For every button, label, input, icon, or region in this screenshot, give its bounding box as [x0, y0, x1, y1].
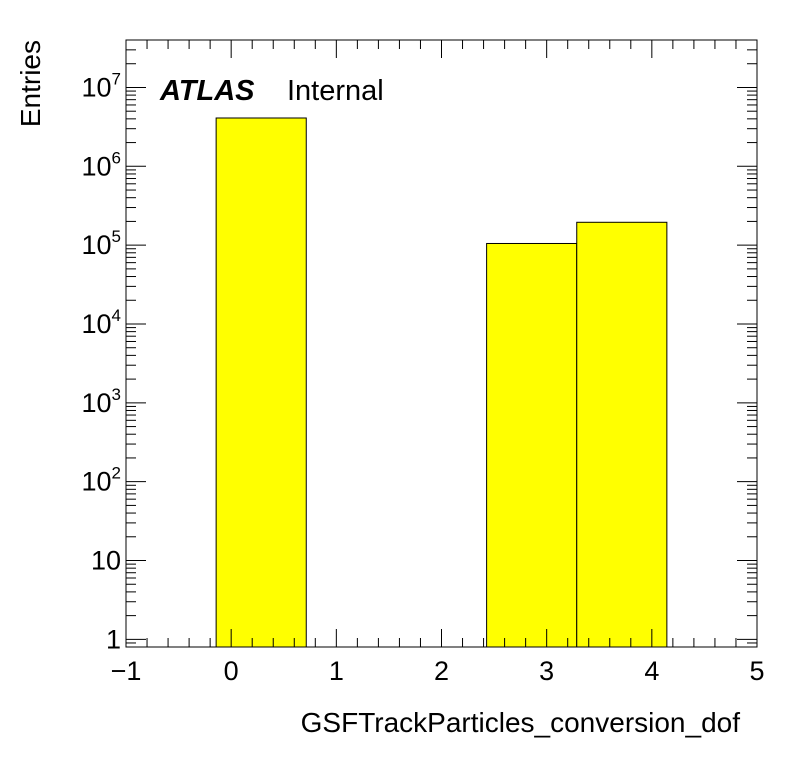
bars-layer [215, 117, 668, 648]
y-tick-label: 1 [106, 624, 121, 654]
histogram-bar [576, 221, 668, 648]
atlas-label: ATLAS [159, 75, 255, 107]
tick-labels-layer: −1 0 1 2 3 4 5 1 10 102 103 104 105 106 107 [81, 69, 764, 686]
x-tick-label: 0 [224, 656, 239, 686]
y-tick-label: 107 [81, 69, 121, 102]
y-tick-label: 10 [91, 546, 121, 576]
y-tick-label: 106 [81, 148, 121, 181]
internal-label: Internal [287, 75, 384, 107]
y-tick-label: 105 [81, 227, 121, 260]
x-tick-label: 4 [644, 656, 659, 686]
y-tick-label: 102 [81, 464, 121, 497]
x-tick-label: 5 [749, 656, 764, 686]
y-tick-label: 104 [81, 306, 121, 339]
y-tick-label: 103 [81, 385, 121, 418]
x-tick-label: 3 [539, 656, 554, 686]
ticks-layer [125, 39, 758, 648]
x-axis-title: GSFTrackParticles_conversion_dof [301, 707, 741, 738]
y-axis-title: Entries [15, 40, 46, 127]
histogram-bar [486, 242, 578, 648]
x-tick-label: 1 [329, 656, 344, 686]
x-tick-label: 2 [434, 656, 449, 686]
x-tick-label: −1 [111, 656, 142, 686]
histogram-bar [215, 117, 307, 648]
